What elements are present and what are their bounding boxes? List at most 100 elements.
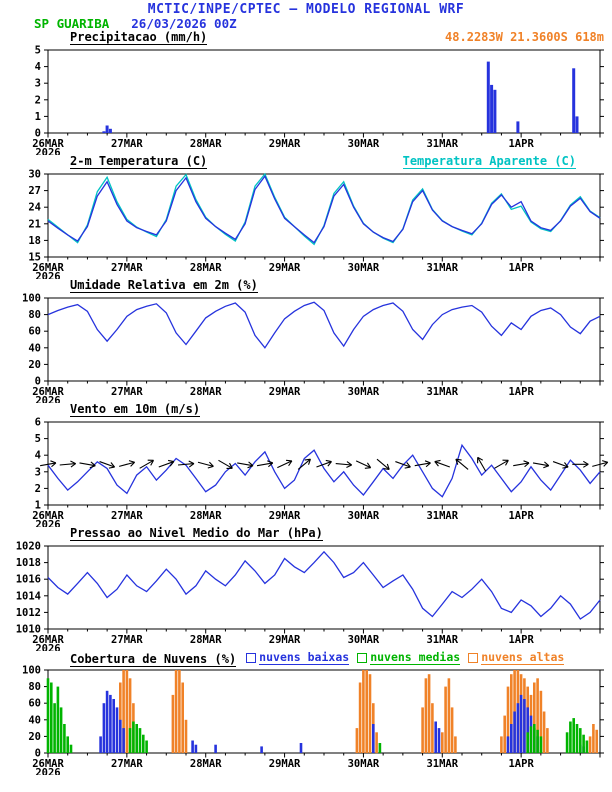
svg-text:29MAR: 29MAR [269, 510, 301, 522]
wind-chart: 1 2 3 4 5 6 26MAR 2026 27MAR 28MAR 29MAR 30MAR 31MAR… [0, 417, 612, 532]
axes [44, 545, 604, 634]
svg-text:100: 100 [22, 665, 41, 677]
svg-text:2: 2 [35, 483, 41, 495]
svg-text:100: 100 [22, 293, 41, 305]
svg-text:28MAR: 28MAR [190, 262, 222, 274]
panel-cloud-cover: Cobertura de Nuvens (%) nuvens baixas nu… [0, 650, 612, 780]
svg-text:30MAR: 30MAR [348, 262, 380, 274]
svg-text:31MAR: 31MAR [426, 758, 458, 770]
low-clouds-swatch-icon [246, 653, 257, 663]
svg-text:1018: 1018 [16, 557, 41, 569]
cloud-cover-title-row: Cobertura de Nuvens (%) nuvens baixas nu… [0, 650, 612, 667]
svg-text:29MAR: 29MAR [269, 262, 301, 274]
svg-text:27MAR: 27MAR [111, 510, 143, 522]
svg-text:2: 2 [35, 94, 41, 106]
station-name: SP GUARIBA [34, 16, 110, 31]
pressure-chart: 1010 1012 1014 1016 1018 1020 26MAR 2026 27MAR 28… [0, 541, 612, 655]
svg-text:0: 0 [35, 128, 41, 140]
cloud-bars-orange [119, 670, 598, 754]
series-line [47, 443, 601, 498]
apparent-temperature-label: Temperatura Aparente (C) [402, 154, 576, 169]
wind-title: Vento em 10m (m/s) [70, 402, 201, 417]
svg-text:28MAR: 28MAR [190, 138, 222, 150]
model-title: MCTIC/INPE/CPTEC — MODELO REGIONAL WRF [147, 2, 465, 17]
high-clouds-label: nuvens altas [481, 650, 565, 665]
svg-text:4: 4 [35, 61, 41, 73]
svg-text:1APR: 1APR [508, 138, 534, 150]
svg-text:29MAR: 29MAR [269, 634, 301, 646]
svg-text:26MAR: 26MAR [32, 510, 64, 522]
svg-text:5: 5 [35, 45, 41, 57]
precipitation-title-row: Precipitacao (mm/h) 48.2283W 21.3600S 61… [0, 31, 612, 45]
pressure-title: Pressao ao Nivel Medio do Mar (hPa) [70, 526, 323, 541]
temperature-title-row: 2-m Temperatura (C) Temperatura Aparente… [0, 155, 612, 169]
svg-text:27: 27 [28, 185, 41, 197]
svg-text:80: 80 [28, 309, 41, 321]
svg-text:30MAR: 30MAR [348, 386, 380, 398]
svg-text:31MAR: 31MAR [426, 634, 458, 646]
cloud-legend: nuvens baixas nuvens medias nuvens altas [246, 650, 565, 665]
station-coordinates: 48.2283W 21.3600S 618m [445, 30, 604, 44]
svg-text:29MAR: 29MAR [269, 386, 301, 398]
svg-text:27MAR: 27MAR [111, 758, 143, 770]
legend-item-mid-clouds: nuvens medias [357, 651, 461, 665]
low-clouds-label: nuvens baixas [259, 650, 350, 665]
svg-text:1: 1 [35, 111, 41, 123]
legend-item-low-clouds: nuvens baixas [246, 650, 350, 665]
wind-title-row: Vento em 10m (m/s) [0, 403, 612, 417]
svg-text:26MAR: 26MAR [32, 386, 64, 398]
svg-text:1012: 1012 [16, 607, 41, 619]
temperature-chart: 15 18 21 24 27 30 26MAR 2026 27MAR 28MAR 29MAR 30MA… [0, 169, 612, 284]
panel-pressure: Pressao ao Nivel Medio do Mar (hPa) 1010… [0, 526, 612, 655]
svg-text:15: 15 [28, 252, 41, 264]
svg-text:30MAR: 30MAR [348, 138, 380, 150]
svg-text:2026: 2026 [35, 767, 60, 775]
svg-text:20: 20 [28, 359, 41, 371]
svg-text:20: 20 [28, 731, 41, 743]
svg-text:27MAR: 27MAR [111, 138, 143, 150]
svg-text:2026: 2026 [35, 147, 60, 155]
svg-text:31MAR: 31MAR [426, 138, 458, 150]
axes [44, 297, 604, 386]
axes [44, 173, 604, 262]
humidity-chart: 0 20 40 60 80 100 26MAR 2026 27MAR 28MAR 29MAR 30MA… [0, 293, 612, 407]
wind-barbs [40, 456, 609, 472]
svg-text:27MAR: 27MAR [111, 386, 143, 398]
panel-precipitation: Precipitacao (mm/h) 48.2283W 21.3600S 61… [0, 31, 612, 160]
svg-text:5: 5 [35, 433, 41, 445]
cloud-bars-green [46, 678, 589, 754]
svg-text:3: 3 [35, 466, 41, 478]
svg-text:2026: 2026 [35, 519, 60, 527]
svg-text:28MAR: 28MAR [190, 386, 222, 398]
svg-text:31MAR: 31MAR [426, 386, 458, 398]
temperature-title: 2-m Temperatura (C) [70, 154, 208, 169]
svg-text:30MAR: 30MAR [348, 510, 380, 522]
cloud-cover-title: Cobertura de Nuvens (%) [70, 652, 237, 667]
svg-text:30: 30 [28, 169, 41, 181]
header-line2: SP GUARIBA 26/03/2026 00Z [0, 17, 612, 31]
svg-text:1010: 1010 [16, 624, 41, 636]
svg-text:21: 21 [28, 218, 41, 230]
svg-text:1016: 1016 [16, 574, 41, 586]
svg-text:1APR: 1APR [508, 758, 534, 770]
svg-text:2026: 2026 [35, 395, 60, 403]
svg-text:24: 24 [28, 202, 41, 214]
series-line [47, 550, 601, 620]
svg-text:27MAR: 27MAR [111, 634, 143, 646]
svg-text:1APR: 1APR [508, 510, 534, 522]
precipitation-chart: 0 1 2 3 4 5 26MAR 2026 27MAR 28MAR 29MAR 30MAR 31MAR… [0, 45, 612, 160]
svg-text:27MAR: 27MAR [111, 262, 143, 274]
svg-text:26MAR: 26MAR [32, 634, 64, 646]
svg-text:4: 4 [35, 450, 41, 462]
axes [44, 421, 604, 510]
svg-text:80: 80 [28, 681, 41, 693]
svg-text:26MAR: 26MAR [32, 138, 64, 150]
